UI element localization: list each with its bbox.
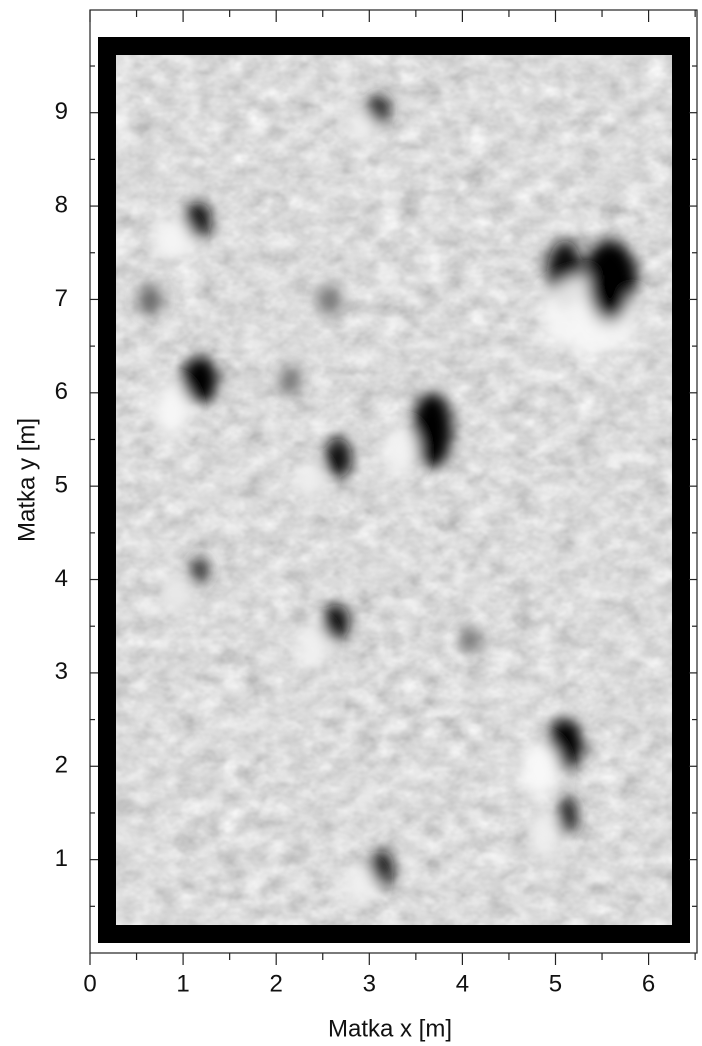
y-axis-label: Matka y [m] (13, 418, 40, 542)
y-tick-label: 1 (55, 845, 68, 872)
plot-frame (89, 9, 698, 954)
y-tick-label: 8 (55, 191, 68, 218)
x-tick-label: 2 (270, 970, 283, 997)
y-tick-label: 2 (55, 752, 68, 779)
y-tick-label: 9 (55, 98, 68, 125)
x-tick-label: 4 (456, 970, 469, 997)
y-tick-label: 6 (55, 378, 68, 405)
x-tick-label: 1 (176, 970, 189, 997)
x-tick-label: 6 (642, 970, 655, 997)
x-axis-label: Matka x [m] (328, 1015, 452, 1042)
y-tick-label: 7 (55, 285, 68, 312)
y-tick-label: 5 (55, 472, 68, 499)
x-tick-label: 0 (83, 970, 96, 997)
x-tick-label: 3 (363, 970, 376, 997)
survey-image (98, 37, 690, 943)
y-tick-label: 4 (55, 565, 68, 592)
x-tick-label: 5 (549, 970, 562, 997)
y-tick-label: 3 (55, 658, 68, 685)
